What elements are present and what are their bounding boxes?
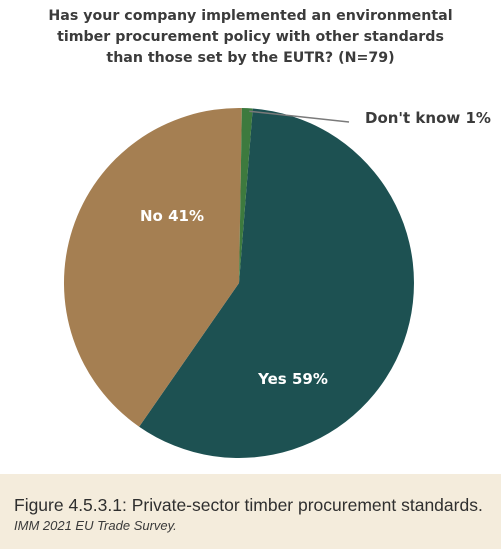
chart-title-line: timber procurement policy with other sta… — [57, 29, 444, 45]
pie-slice-no — [63, 107, 242, 427]
pie-slice-yes — [139, 108, 414, 458]
figure-caption-source: IMM 2021 EU Trade Survey. — [14, 518, 177, 533]
slice-label-dont-know: Don't know 1% — [365, 109, 491, 127]
figure-caption: Figure 4.5.3.1: Private-sector timber pr… — [0, 474, 501, 549]
pie-slice-dont-know — [239, 108, 253, 284]
dont-know-leader-line — [249, 110, 350, 123]
chart-title-line: than those set by the EUTR? (N=79) — [106, 50, 395, 66]
slice-label-no: No 41% — [140, 207, 204, 225]
chart-title: Has your company implemented an environm… — [0, 6, 501, 69]
pie-slices — [63, 107, 414, 458]
figure-caption-title: Figure 4.5.3.1: Private-sector timber pr… — [14, 495, 483, 515]
slice-label-yes: Yes 59% — [257, 370, 328, 388]
chart-title-line: Has your company implemented an environm… — [48, 8, 453, 24]
